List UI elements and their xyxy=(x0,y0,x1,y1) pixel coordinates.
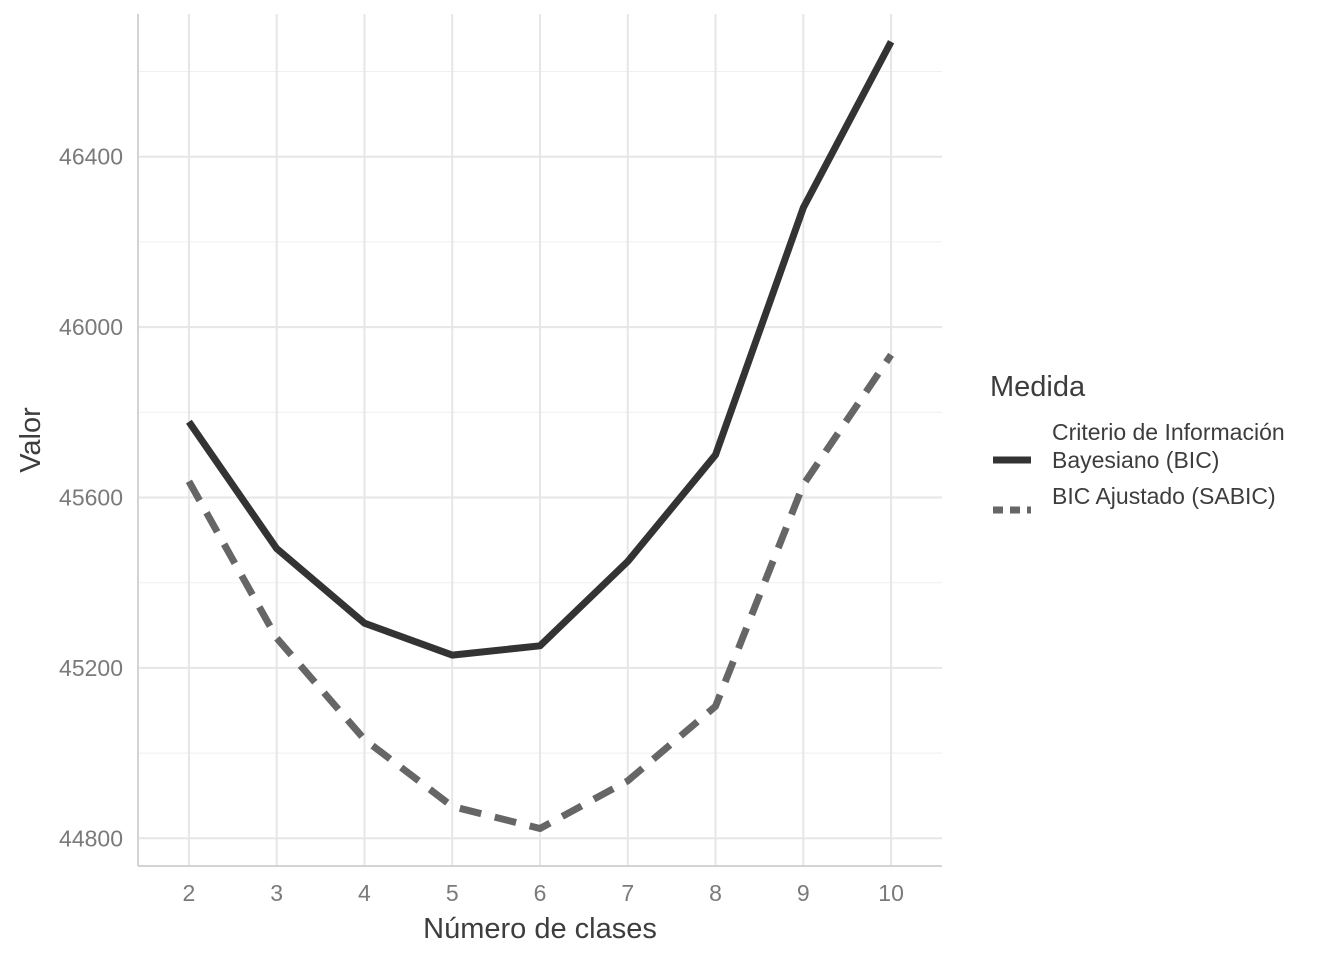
legend-label-sabic: BIC Ajustado (SABIC) xyxy=(1052,483,1276,509)
x-tick-label: 6 xyxy=(534,880,547,906)
y-axis-title: Valor xyxy=(15,407,47,473)
x-tick-label: 10 xyxy=(878,880,904,906)
x-tick-labels: 2 3 4 5 6 7 8 9 10 xyxy=(183,880,904,906)
y-tick-label: 46000 xyxy=(59,314,123,340)
y-tick-label: 46400 xyxy=(59,144,123,170)
series-line-sabic xyxy=(185,352,894,832)
x-tick-label: 8 xyxy=(709,880,722,906)
x-tick-label: 3 xyxy=(270,880,283,906)
legend-title: Medida xyxy=(990,371,1086,403)
y-tick-label: 44800 xyxy=(59,825,123,851)
y-tick-label: 45600 xyxy=(59,485,123,511)
series-line-bic xyxy=(186,40,895,659)
grid-major xyxy=(138,14,942,866)
x-tick-label: 9 xyxy=(797,880,810,906)
x-tick-label: 2 xyxy=(183,880,196,906)
x-tick-label: 4 xyxy=(358,880,371,906)
legend-label-bic: Criterio de Información Bayesiano (BIC) xyxy=(1052,419,1285,473)
y-tick-labels: 44800 45200 45600 46000 46400 xyxy=(59,144,123,852)
x-tick-label: 7 xyxy=(621,880,634,906)
legend: Medida Criterio de Información Bayesiano … xyxy=(990,371,1285,514)
axes xyxy=(137,14,942,867)
series-lines xyxy=(185,40,895,832)
x-tick-label: 5 xyxy=(446,880,459,906)
y-tick-label: 45200 xyxy=(59,655,123,681)
x-axis-title: Número de clases xyxy=(423,913,657,945)
legend-entries: Criterio de Información Bayesiano (BIC) BI… xyxy=(993,419,1285,514)
